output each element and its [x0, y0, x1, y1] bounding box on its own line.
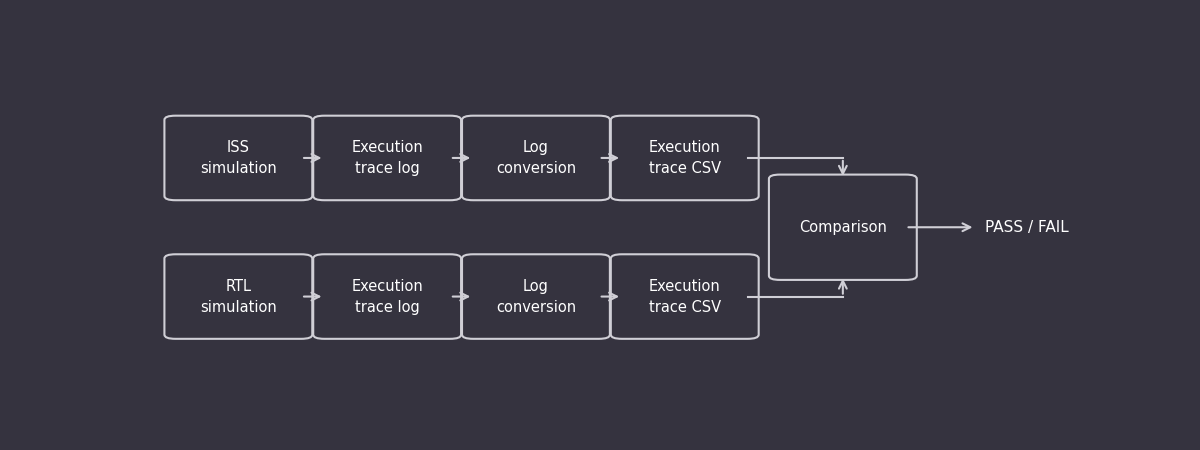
Text: Log
conversion: Log conversion [496, 140, 576, 176]
Text: RTL
simulation: RTL simulation [200, 279, 277, 315]
FancyBboxPatch shape [462, 116, 610, 200]
FancyBboxPatch shape [611, 116, 758, 200]
FancyBboxPatch shape [462, 254, 610, 339]
FancyBboxPatch shape [313, 254, 461, 339]
Text: PASS / FAIL: PASS / FAIL [985, 220, 1068, 235]
FancyBboxPatch shape [164, 116, 312, 200]
FancyBboxPatch shape [164, 254, 312, 339]
FancyBboxPatch shape [769, 175, 917, 280]
Text: Execution
trace log: Execution trace log [352, 140, 424, 176]
Text: Execution
trace log: Execution trace log [352, 279, 424, 315]
Text: Execution
trace CSV: Execution trace CSV [649, 140, 721, 176]
FancyBboxPatch shape [313, 116, 461, 200]
Text: Execution
trace CSV: Execution trace CSV [649, 279, 721, 315]
Text: ISS
simulation: ISS simulation [200, 140, 277, 176]
Text: Comparison: Comparison [799, 220, 887, 235]
FancyBboxPatch shape [611, 254, 758, 339]
Text: Log
conversion: Log conversion [496, 279, 576, 315]
